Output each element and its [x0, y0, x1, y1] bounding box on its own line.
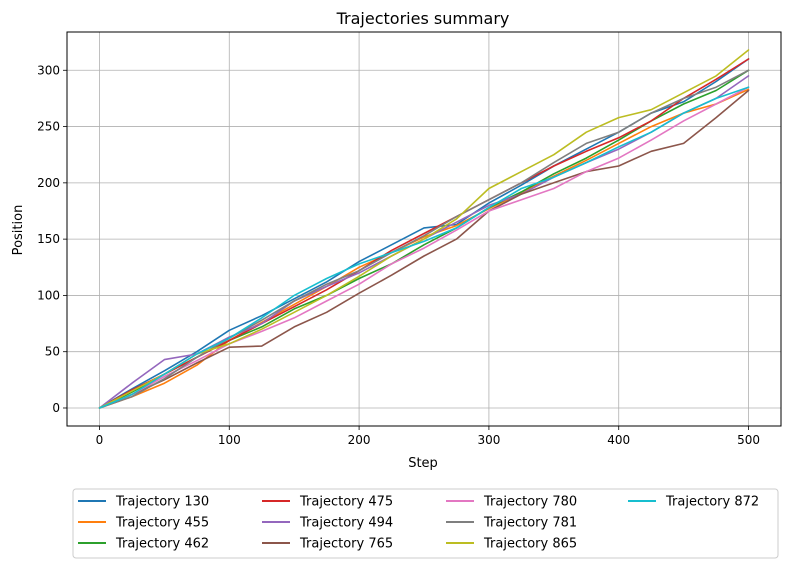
legend-item: Trajectory 781	[446, 516, 577, 531]
y-tick-label: 300	[37, 63, 60, 77]
legend-label: Trajectory 455	[115, 516, 209, 531]
legend-item: Trajectory 475	[262, 495, 393, 510]
y-axis-label: Position	[11, 205, 26, 256]
legend-label: Trajectory 130	[115, 495, 209, 510]
x-tick-label: 400	[607, 433, 630, 447]
y-tick-label: 150	[37, 232, 60, 246]
legend-label: Trajectory 780	[483, 495, 577, 510]
legend-label: Trajectory 765	[299, 537, 393, 552]
legend-item: Trajectory 494	[262, 516, 393, 531]
x-tick-label: 300	[477, 433, 500, 447]
legend-label: Trajectory 494	[299, 516, 393, 531]
grid-lines	[67, 32, 781, 426]
legend-item: Trajectory 462	[78, 537, 209, 552]
legend-label: Trajectory 781	[483, 516, 577, 531]
legend-item: Trajectory 780	[446, 495, 577, 510]
y-tick-label: 0	[52, 401, 60, 415]
series-line-trajectory-865	[98, 49, 750, 409]
legend-label: Trajectory 462	[115, 537, 209, 552]
chart-title: Trajectories summary	[336, 9, 510, 28]
x-tick-label: 200	[348, 433, 371, 447]
legend-item: Trajectory 765	[262, 537, 393, 552]
y-axis-ticks: 0 50 100 150 200 250 300	[37, 63, 67, 415]
y-tick-label: 50	[45, 345, 60, 359]
y-tick-label: 100	[37, 288, 60, 302]
series-line-trajectory-780	[98, 86, 750, 409]
x-axis-ticks: 0 100 200 300 400 500	[96, 426, 760, 447]
y-tick-label: 200	[37, 176, 60, 190]
x-axis-label: Step	[408, 456, 438, 471]
plot-frame	[66, 31, 782, 427]
legend-label: Trajectory 475	[299, 495, 393, 510]
x-tick-label: 500	[737, 433, 760, 447]
series-line-trajectory-872	[98, 86, 750, 409]
legend-item: Trajectory 130	[78, 495, 209, 510]
y-tick-label: 250	[37, 120, 60, 134]
x-tick-label: 100	[218, 433, 241, 447]
legend: Trajectory 130 Trajectory 455 Trajectory 4…	[72, 488, 779, 559]
legend-label: Trajectory 865	[483, 537, 577, 552]
legend-item: Trajectory 865	[446, 537, 577, 552]
legend-item: Trajectory 455	[78, 516, 209, 531]
x-tick-label: 0	[96, 433, 104, 447]
legend-box	[72, 488, 779, 559]
legend-item: Trajectory 872	[628, 495, 759, 510]
series-line-trajectory-765	[98, 89, 750, 409]
series-lines	[98, 49, 750, 409]
legend-label: Trajectory 872	[665, 495, 759, 510]
